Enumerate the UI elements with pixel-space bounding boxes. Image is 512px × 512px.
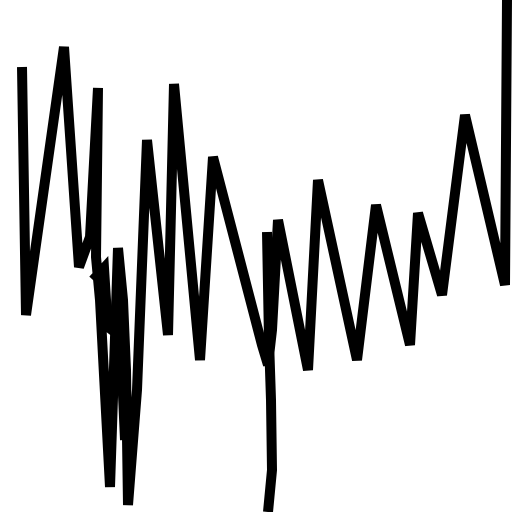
hooked-line-tail [262,231,278,512]
jagged-line-branch [89,255,130,441]
jagged-line-main [17,0,512,506]
